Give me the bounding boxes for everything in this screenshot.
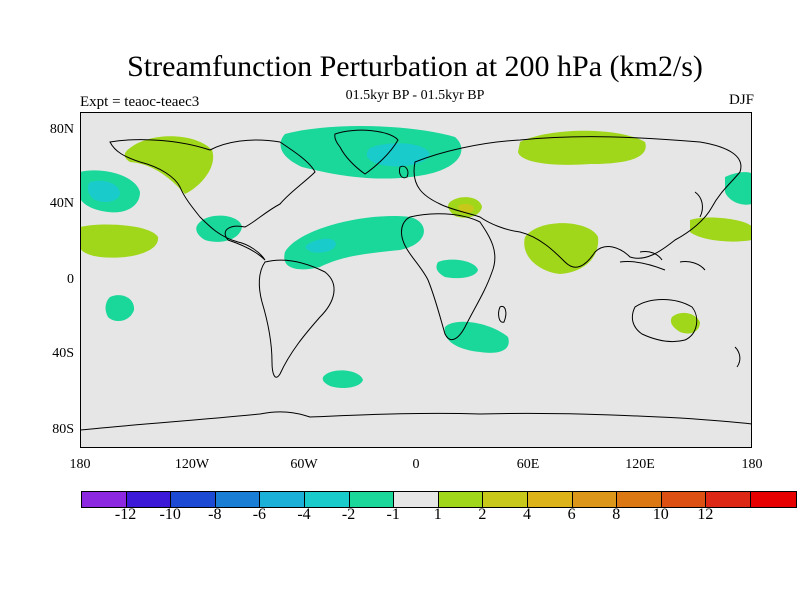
colorbar-tick-label: 8	[612, 506, 621, 523]
colorbar-cell	[750, 492, 796, 507]
coastlines	[80, 129, 752, 431]
map-panel	[80, 112, 752, 448]
south-africa-negative	[444, 321, 509, 353]
colorbar-tick-label: 10	[652, 506, 669, 523]
lon-label: 0	[412, 457, 420, 472]
north-pacific-west-core	[87, 180, 120, 202]
colorbar-cell	[527, 492, 573, 507]
colorbar-cell	[215, 492, 261, 507]
colorbar-cell	[260, 492, 305, 507]
japan-coast	[694, 191, 703, 218]
lon-label: 60W	[290, 457, 318, 472]
colorbar-tick-label: 1	[433, 506, 442, 523]
colorbar	[81, 491, 797, 508]
lon-label: 180	[69, 457, 91, 472]
north-america-coast	[109, 139, 316, 261]
eurasia-coast	[413, 136, 742, 268]
colorbar-tick-label: -1	[386, 506, 400, 523]
east-pacific-negative	[725, 172, 752, 205]
colorbar-cell	[617, 492, 662, 507]
season-label: DJF	[728, 92, 754, 108]
greenland-coast	[334, 129, 399, 175]
africa-coast	[401, 213, 496, 341]
indonesia-coast	[619, 251, 706, 271]
lat-label: 80S	[52, 422, 74, 437]
tropical-atlantic-core	[305, 238, 336, 253]
colorbar-cell	[572, 492, 618, 507]
lon-label: 60E	[516, 457, 540, 472]
anomaly-layer	[80, 126, 752, 388]
uk-coast	[399, 165, 409, 179]
colorbar-cell	[82, 492, 127, 507]
colorbar-cell	[438, 492, 484, 507]
colorbar-cell	[304, 492, 350, 507]
west-pacific-positive	[690, 217, 752, 242]
lat-label: 80N	[49, 122, 74, 137]
plot-title: Streamfunction Perturbation at 200 hPa (…	[127, 50, 703, 83]
central-pacific-positive	[80, 224, 159, 258]
central-africa-negative	[436, 259, 478, 279]
siberia-positive	[518, 130, 646, 165]
lon-label: 120E	[625, 457, 655, 472]
colorbar-tick-label: 2	[478, 506, 487, 523]
colorbar-cell	[171, 492, 216, 507]
australia-positive	[670, 312, 700, 334]
colorbar-tick-label: -10	[159, 506, 181, 523]
tropical-atlantic-negative	[284, 216, 424, 270]
australia-coast	[631, 299, 698, 343]
lat-label: 0	[67, 272, 74, 287]
world-map	[80, 112, 752, 448]
south-pacific-negative	[105, 295, 135, 322]
india-positive	[524, 223, 599, 274]
colorbar-cell	[349, 492, 395, 507]
antarctica-coast	[80, 411, 752, 431]
lat-label: 40S	[52, 346, 74, 361]
colorbar-tick-label: 12	[697, 506, 714, 523]
south-atlantic-negative	[322, 370, 363, 388]
colorbar-tick-label: -12	[114, 506, 137, 523]
colorbar-cell	[661, 492, 707, 507]
madagascar-coast	[498, 305, 507, 323]
map-frame	[80, 112, 752, 448]
colorbar-tick-label: -4	[297, 506, 311, 523]
greenland-core-negative	[366, 143, 430, 167]
lon-label: 120W	[174, 457, 210, 472]
new-zealand-coast	[734, 346, 741, 368]
alaska-positive	[124, 136, 214, 194]
colorbar-cell	[483, 492, 528, 507]
colorbar-tick-label: 6	[567, 506, 576, 523]
south-america-coast	[258, 259, 335, 378]
colorbar-cell	[394, 492, 439, 507]
colorbar-tick-label: -6	[252, 506, 267, 523]
colorbar-tick-label: -8	[208, 506, 222, 523]
lat-label: 40N	[49, 196, 74, 211]
caribbean-negative	[196, 215, 242, 242]
colorbar-cell	[706, 492, 751, 507]
period-label: 01.5kyr BP - 01.5kyr BP	[345, 88, 485, 103]
lon-label: 180	[741, 457, 763, 472]
colorbar-tick-label: -2	[341, 506, 356, 523]
colorbar-tick-label: 4	[523, 506, 531, 523]
experiment-label: Expt = teaoc-teaec3	[80, 94, 200, 110]
colorbar-cell	[126, 492, 172, 507]
